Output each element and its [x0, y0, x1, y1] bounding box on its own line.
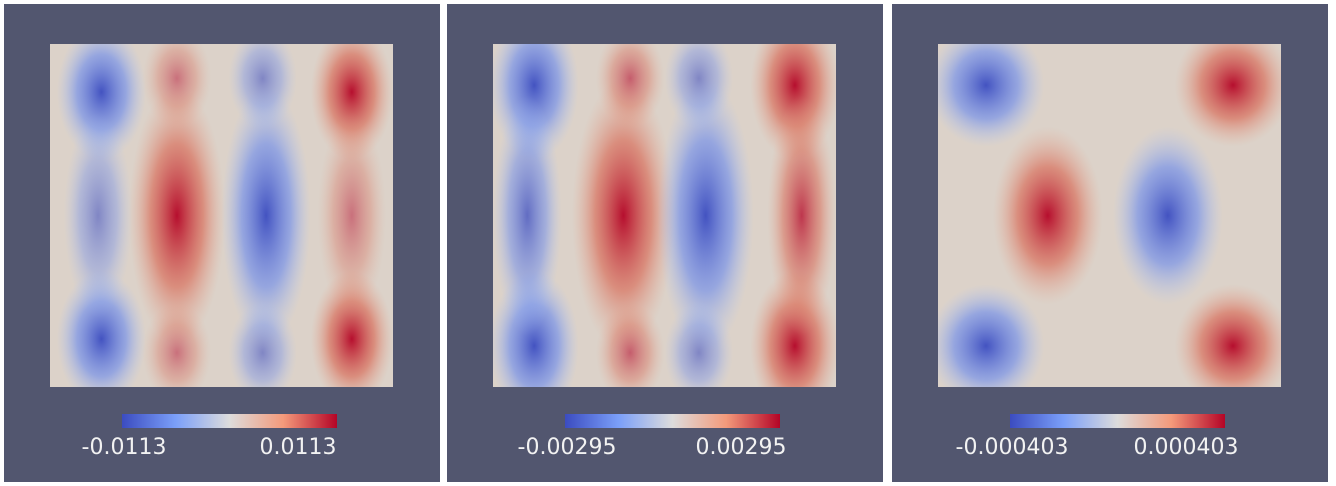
colorbar-max-label: 0.00295 [696, 435, 787, 460]
field-blob [992, 126, 1103, 305]
field-blob [228, 44, 297, 130]
field-blob [493, 95, 562, 336]
panel: -0.0113 0.0113 [4, 4, 440, 482]
field-blob [767, 95, 836, 336]
field-blob [657, 78, 754, 353]
field-blob [938, 44, 1045, 147]
field-blob [595, 301, 665, 387]
field [50, 44, 393, 387]
field-blob [1112, 126, 1223, 305]
colorbar-min-label: -0.000403 [956, 435, 1069, 460]
colorbar-min-label: -0.00295 [518, 435, 617, 460]
field-blob [938, 284, 1045, 387]
field-blob [664, 301, 734, 387]
colorbar [1010, 414, 1225, 428]
panel: -0.000403 0.000403 [892, 4, 1328, 482]
colorbar-min-label: -0.0113 [82, 435, 167, 460]
field-blob [221, 85, 311, 346]
field-blob [63, 112, 133, 319]
field-blob [1174, 284, 1281, 387]
field-blob [310, 44, 393, 161]
colorbar-max-label: 0.000403 [1134, 435, 1239, 460]
field-blob [1174, 44, 1281, 147]
field-blob [664, 44, 734, 130]
field-blob [142, 301, 212, 387]
field-blob [317, 112, 387, 319]
colorbar [122, 414, 337, 428]
field-blob [128, 85, 225, 346]
field-blob [571, 78, 675, 353]
panel: -0.00295 0.00295 [447, 4, 883, 482]
colorbar-max-label: 0.0113 [260, 435, 337, 460]
field-blob [142, 44, 212, 130]
field [938, 44, 1281, 387]
field-blob [228, 301, 297, 387]
field-blob [310, 270, 393, 387]
colorbar [565, 414, 780, 428]
field-blob [595, 44, 665, 130]
field [493, 44, 836, 387]
